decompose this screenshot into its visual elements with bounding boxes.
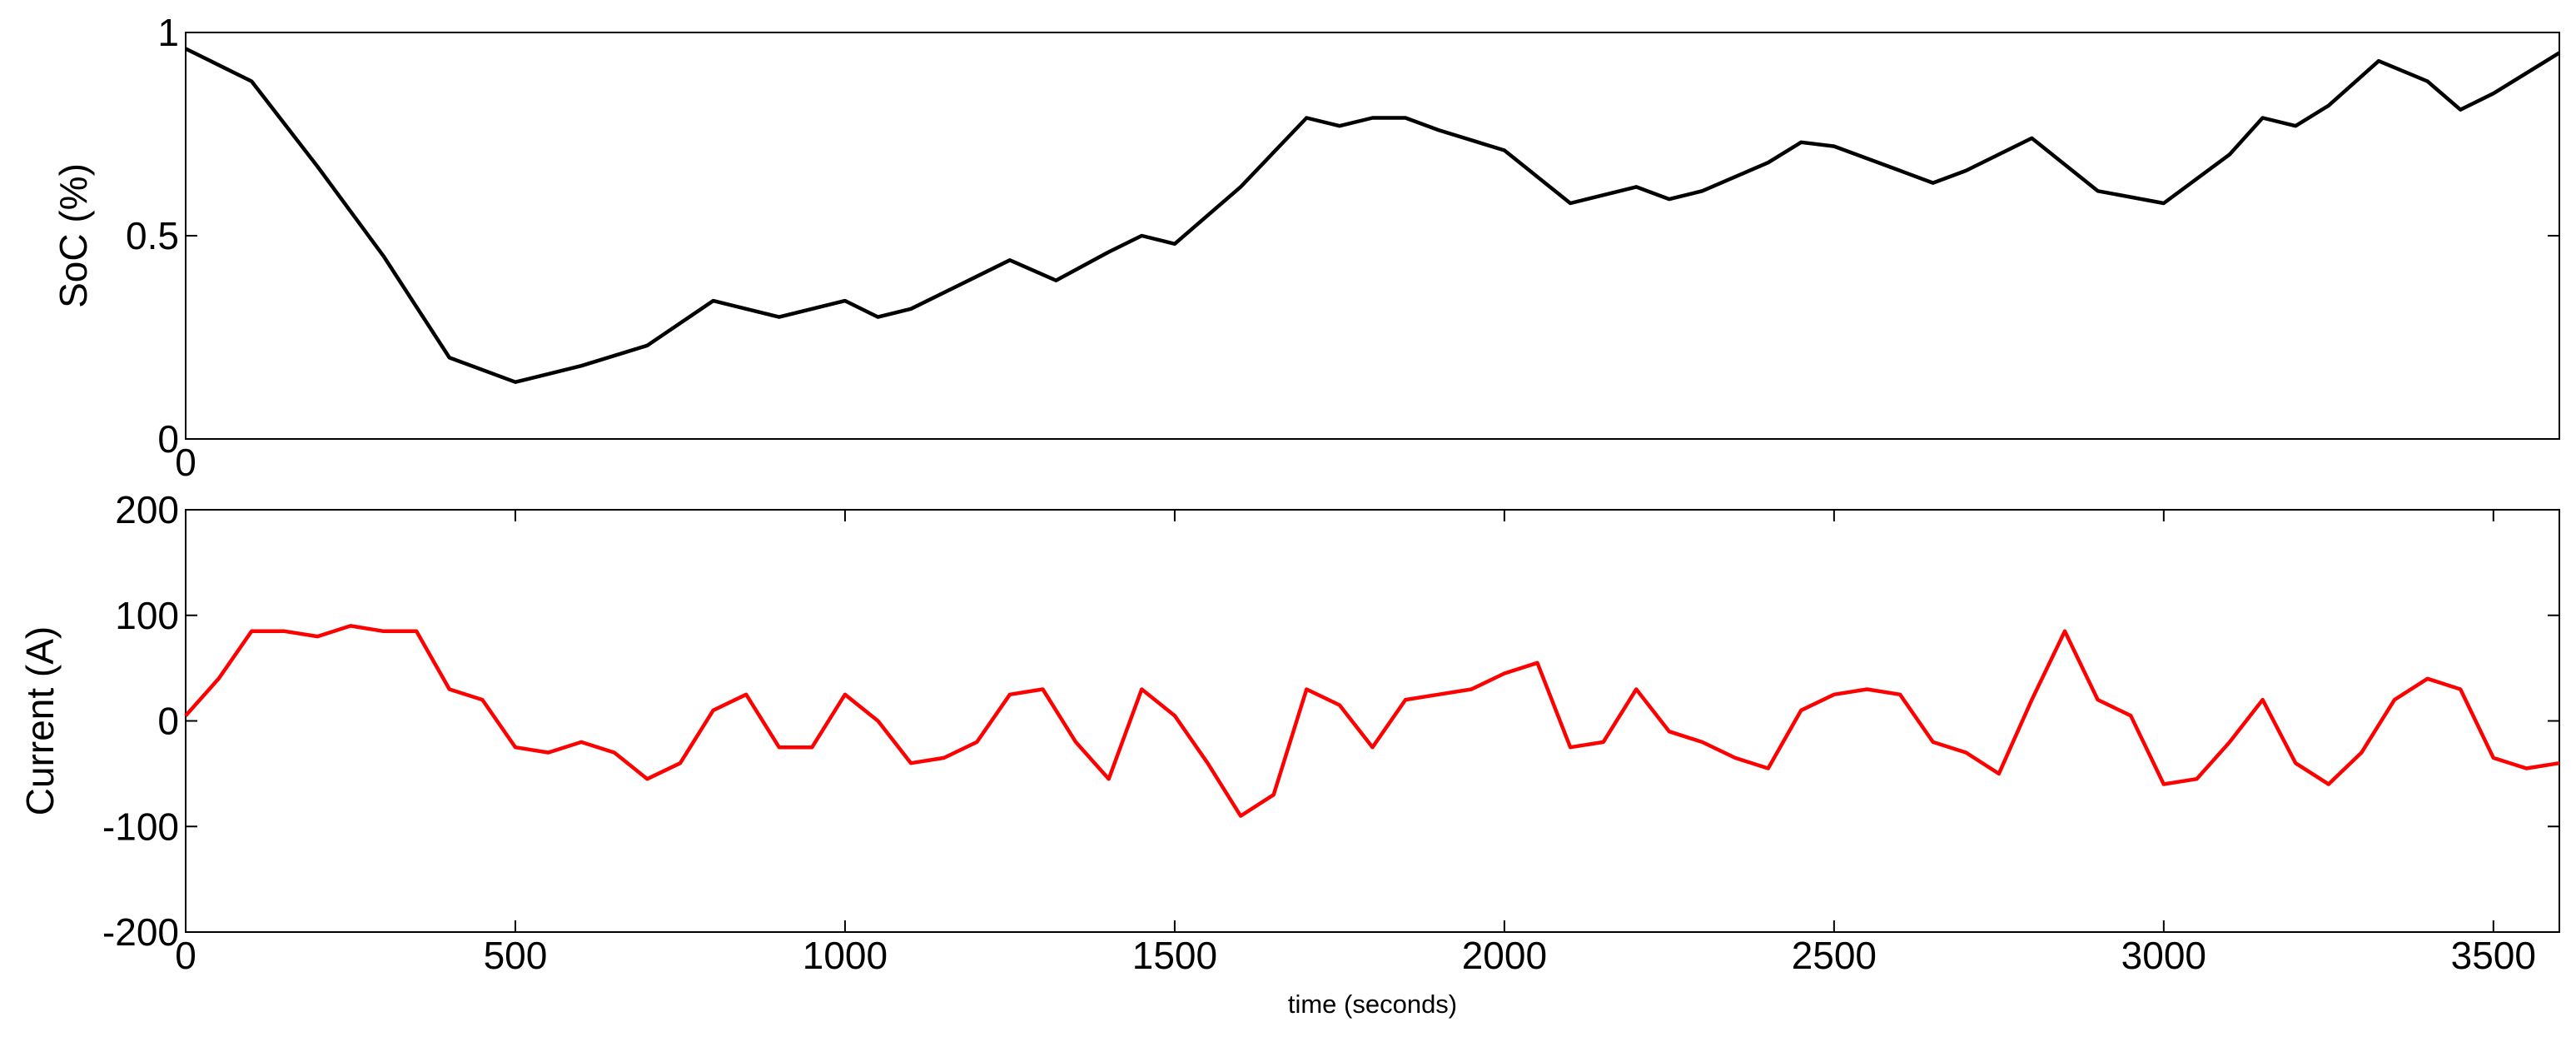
data-line xyxy=(184,624,2560,818)
x-tick-label: 1000 xyxy=(803,934,888,977)
y-tick-label: 200 xyxy=(115,488,179,531)
x-tick-label: 2000 xyxy=(1462,934,1547,977)
x-axis-label: time (seconds) xyxy=(1288,990,1457,1019)
y-tick-label: 0 xyxy=(157,700,179,743)
y-axis-label: Current (A) xyxy=(18,626,62,815)
x-tick-label: 3500 xyxy=(2451,934,2536,977)
y-tick-label: -200 xyxy=(102,910,179,954)
y-tick-label: -100 xyxy=(102,805,179,848)
axes-box xyxy=(185,32,2560,440)
y-tick-label: 1 xyxy=(157,11,179,54)
x-tick-label: 500 xyxy=(484,934,548,977)
y-tick-label: 100 xyxy=(115,594,179,637)
data-line xyxy=(185,47,2561,384)
x-tick-label: 3000 xyxy=(2121,934,2206,977)
x-tick-label: 0 xyxy=(175,934,196,977)
y-axis-label: SoC (%) xyxy=(52,163,95,308)
x-tick-label: 1500 xyxy=(1132,934,1217,977)
y-tick-label: 0 xyxy=(157,417,179,461)
y-tick-label: 0.5 xyxy=(126,214,179,257)
x-tick-label: 0 xyxy=(175,441,196,484)
x-tick-label: 2500 xyxy=(1792,934,1877,977)
axes-box xyxy=(185,509,2560,933)
